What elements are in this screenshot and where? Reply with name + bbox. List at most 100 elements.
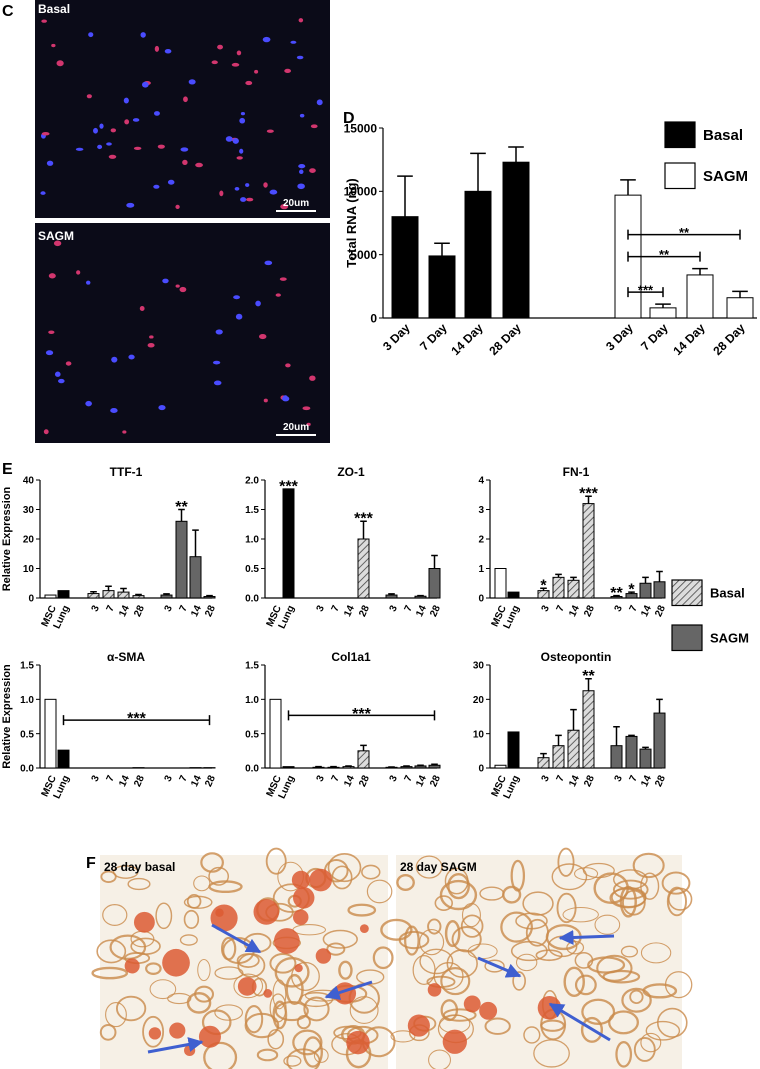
- error-bar: [508, 146, 524, 163]
- alveolus: [105, 1002, 127, 1028]
- x-tick-label: 7: [178, 773, 191, 783]
- x-tick-label: 7: [555, 603, 568, 613]
- significance-bracket: [287, 710, 436, 721]
- alveolus: [361, 864, 381, 880]
- stained-cell: [263, 989, 273, 998]
- nucleus: [122, 430, 127, 434]
- nucleus: [264, 260, 273, 266]
- nucleus: [269, 189, 278, 195]
- arrows: [147, 923, 615, 1054]
- bar: [385, 594, 398, 599]
- chart-title: ZO-1: [337, 465, 365, 479]
- alveolus: [194, 985, 215, 1003]
- arrow: [477, 956, 522, 978]
- nucleus: [280, 203, 289, 210]
- alveolus: [91, 966, 129, 980]
- x-tick-label: 7: [330, 603, 343, 613]
- alveolus: [451, 926, 482, 953]
- bar: [44, 698, 57, 769]
- error-bar: [732, 290, 748, 298]
- y-tick-label: 0.0: [245, 764, 259, 775]
- alveolus: [99, 1023, 117, 1041]
- bar: [414, 765, 427, 769]
- panel-label: D: [343, 110, 355, 127]
- bar: [342, 766, 355, 769]
- legend-swatch: [664, 162, 696, 190]
- alveolus: [515, 953, 538, 972]
- x-tick-label: 28: [132, 773, 147, 788]
- nucleus: [236, 156, 243, 160]
- y-axis-label: Relative Expression: [1, 664, 13, 769]
- nucleus: [48, 330, 55, 334]
- x-tick-label: 28: [653, 603, 668, 618]
- x-tick-label: 14: [342, 603, 357, 618]
- x-tick-label: 7: [330, 773, 343, 783]
- bar: [494, 568, 507, 599]
- image-label: SAGM: [38, 229, 74, 243]
- alveolus: [142, 1015, 165, 1048]
- nucleus: [233, 295, 240, 300]
- bar: [327, 766, 340, 769]
- x-tick-label: 28: [428, 603, 443, 618]
- nucleus: [258, 334, 267, 340]
- nucleus: [240, 197, 247, 202]
- nucleus: [182, 159, 188, 165]
- y-tick-label: 20: [473, 695, 485, 706]
- y-tick-label: 10: [23, 564, 35, 575]
- error-bar: [585, 677, 592, 691]
- alveolus: [460, 914, 484, 938]
- y-tick-label: 1.0: [20, 695, 34, 706]
- bar: [464, 190, 492, 319]
- x-tick-label: 3: [90, 773, 103, 783]
- bar: [102, 590, 115, 599]
- y-tick-label: 0: [370, 311, 377, 325]
- alveolus: [130, 937, 161, 955]
- nucleus: [110, 128, 117, 133]
- chart-title: Col1a1: [331, 650, 371, 664]
- error-bar: [470, 152, 486, 192]
- alveolus: [274, 1000, 309, 1022]
- alveolus: [214, 1004, 244, 1021]
- y-tick-label: 0: [478, 764, 484, 775]
- alveolus: [596, 954, 633, 982]
- error-bar: [397, 175, 413, 217]
- alveolus: [269, 953, 297, 974]
- error-bar: [360, 744, 367, 751]
- alveolus: [629, 989, 644, 1005]
- nucleus: [128, 354, 135, 360]
- x-tick-label: 7: [178, 603, 191, 613]
- nucleus: [211, 60, 218, 65]
- x-tick-label: 14: [567, 603, 582, 618]
- alveolus: [574, 974, 597, 996]
- alveolus: [666, 886, 687, 917]
- chart-title: FN-1: [563, 465, 590, 479]
- stained-cell: [169, 1022, 186, 1039]
- nucleus: [245, 80, 253, 86]
- alveolus: [145, 962, 162, 975]
- stained-cell: [442, 1029, 467, 1054]
- y-tick-label: 0.5: [20, 729, 34, 740]
- nucleus: [48, 273, 56, 279]
- alveolus: [621, 987, 652, 1013]
- x-tick-label: 14: [117, 773, 132, 788]
- bar: [428, 568, 441, 599]
- stained-cell: [315, 948, 332, 964]
- stained-cell: [293, 909, 309, 926]
- bar: [203, 596, 216, 599]
- nucleus: [149, 335, 154, 339]
- x-tick-label: 7: [555, 773, 568, 783]
- alveolus: [656, 1007, 688, 1038]
- bar: [160, 594, 173, 599]
- alveolus: [433, 962, 464, 990]
- nucleus: [195, 162, 203, 168]
- x-tick-label: 3: [540, 603, 553, 613]
- x-tick-label: 14: [414, 603, 429, 618]
- alveolus: [415, 855, 443, 879]
- alveolus: [419, 948, 454, 975]
- nucleus: [123, 97, 129, 104]
- alveolus: [292, 1029, 323, 1056]
- nucleus: [110, 407, 118, 414]
- alveolus: [127, 877, 151, 891]
- x-tick-label: 7: [403, 773, 416, 783]
